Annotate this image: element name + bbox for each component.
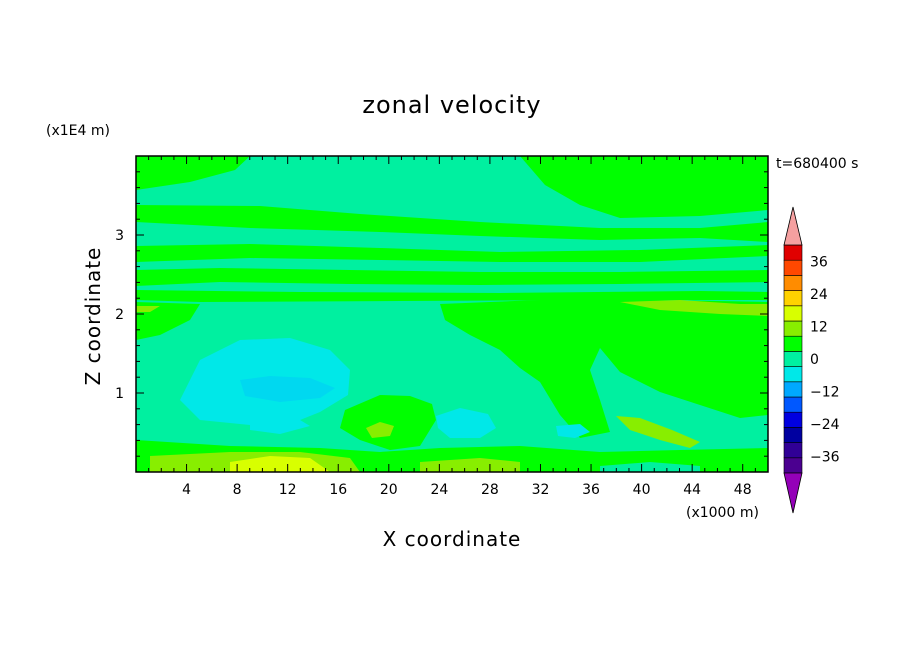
- colorbar-under-arrow: [783, 472, 803, 514]
- colorbar-swatch: [783, 396, 803, 413]
- field-region-bottom-yellow: [230, 456, 330, 472]
- colorbar-swatch: [783, 244, 803, 261]
- colorbar-label: −12: [810, 385, 840, 401]
- colorbar-label: 12: [810, 319, 828, 335]
- colorbar-swatch: [783, 335, 803, 352]
- colorbar-swatch: [783, 275, 803, 291]
- field-region-left-lime: [136, 306, 160, 312]
- x-tick-label: 28: [481, 482, 499, 498]
- y-tick-label: 2: [115, 307, 124, 323]
- x-axis: 4 8 12 16 20 24 28 32 36 40 44 48: [148, 156, 756, 498]
- field-region-lime-spot-mid: [366, 422, 394, 438]
- x-axis-title: X coordinate: [383, 527, 522, 551]
- field-region-bottom-cyan: [600, 462, 700, 472]
- colorbar-swatch: [783, 427, 803, 443]
- y-axis: 1 2 3: [115, 171, 768, 457]
- x-tick-label: 44: [683, 482, 701, 498]
- field-region-band-4: [136, 290, 768, 302]
- field-region-mid-cyan: [436, 408, 496, 438]
- field-region-band-3: [136, 268, 768, 286]
- y-unit-label: (x1E4 m): [46, 123, 110, 139]
- field-region-bottom-mid-lime: [420, 458, 520, 472]
- x-tick-label: 4: [182, 482, 191, 498]
- colorbar-swatch: [783, 351, 803, 367]
- y-tick-label: 1: [115, 386, 124, 402]
- colorbar-label: −24: [810, 417, 840, 433]
- colorbar-swatch: [783, 320, 803, 337]
- y-axis-title: Z coordinate: [81, 247, 105, 386]
- x-tick-label: 36: [582, 482, 600, 498]
- colorbar-swatch: [783, 305, 803, 322]
- x-tick-label: 40: [633, 482, 651, 498]
- x-unit-label: (x1000 m): [686, 505, 759, 521]
- colorbar-swatch: [783, 411, 803, 428]
- x-tick-label: 20: [380, 482, 398, 498]
- colorbar-swatch: [783, 442, 803, 459]
- chart-title: zonal velocity: [362, 91, 541, 119]
- colorbar-label: −36: [810, 450, 840, 466]
- field-region-right-plume: [440, 300, 768, 438]
- colorbar-label: 0: [810, 352, 819, 368]
- field-region-right-lime-streak: [616, 416, 700, 448]
- colorbar-swatch: [783, 259, 803, 276]
- field-region-top-right-green: [520, 156, 768, 218]
- colorbar: 36 24 12 0 −12 −24 −36: [783, 206, 840, 514]
- field-region-band-2: [136, 244, 768, 262]
- x-tick-label: 48: [734, 482, 752, 498]
- time-label: t=680400 s: [776, 156, 858, 172]
- x-tick-label: 12: [279, 482, 297, 498]
- x-tick-label: 24: [430, 482, 448, 498]
- field-region-left-green: [136, 302, 200, 340]
- velocity-field: [136, 156, 768, 472]
- colorbar-over-arrow: [783, 206, 803, 246]
- field-region-lime-streak-upper: [620, 300, 768, 316]
- colorbar-swatch: [783, 290, 803, 307]
- colorbar-swatch: [783, 381, 803, 398]
- field-region-top-left-green: [136, 156, 250, 190]
- field-region-band-1: [136, 205, 768, 242]
- field-region-cyan-lower: [250, 414, 310, 434]
- field-region-left-cyan-core: [240, 376, 335, 402]
- x-tick-label: 32: [532, 482, 550, 498]
- x-tick-label: 16: [329, 482, 347, 498]
- colorbar-swatch: [783, 457, 803, 474]
- colorbar-label: 24: [810, 287, 828, 303]
- x-tick-label: 8: [233, 482, 242, 498]
- field-region-mid-green: [340, 395, 436, 450]
- field-region-right-cyan: [556, 424, 590, 438]
- y-tick-label: 3: [115, 228, 124, 244]
- colorbar-swatch: [783, 366, 803, 383]
- colorbar-label: 36: [810, 254, 828, 270]
